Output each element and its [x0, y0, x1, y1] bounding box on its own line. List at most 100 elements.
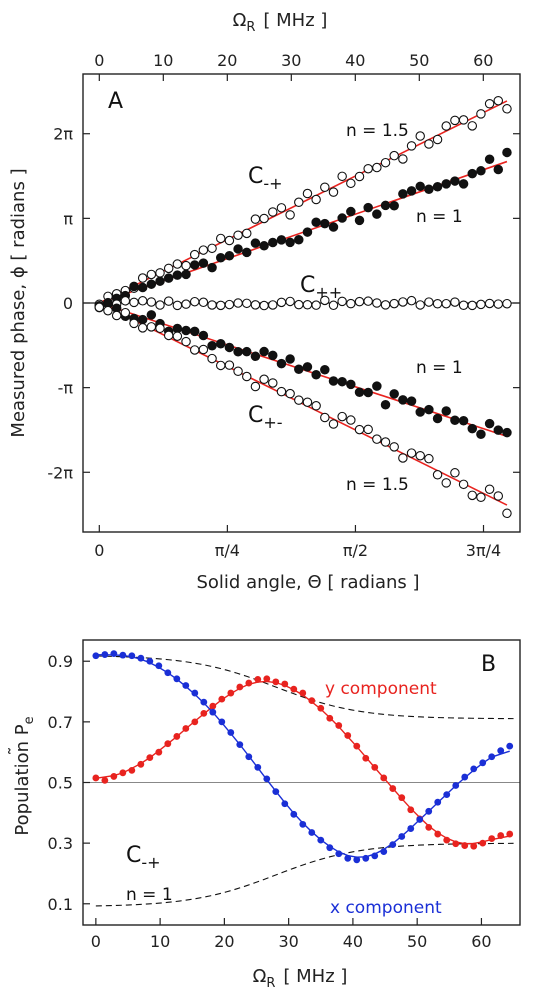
filled-data-point — [207, 341, 217, 351]
y-component-point — [398, 794, 406, 802]
y-component-point — [236, 683, 244, 691]
filled-data-point — [354, 215, 365, 226]
x-component-point — [308, 829, 316, 836]
panel-b-letter: B — [481, 652, 496, 677]
open-data-point — [146, 269, 157, 280]
open-data-point — [189, 249, 200, 260]
open-data-point — [484, 484, 495, 495]
filled-data-point — [476, 166, 486, 176]
filled-data-point — [181, 325, 191, 336]
open-data-point — [120, 307, 131, 318]
filled-data-point — [250, 238, 261, 248]
x-tick-label: 3π/4 — [466, 541, 501, 560]
x-tick-label: π/4 — [215, 541, 240, 560]
filled-data-point — [311, 217, 321, 227]
open-data-point — [250, 300, 261, 310]
label-x-component: x component — [330, 898, 442, 918]
open-data-point — [181, 260, 191, 271]
x-component-point — [299, 820, 307, 828]
filled-data-point — [259, 241, 269, 251]
panel-a-x-ticks: 0 π/4 π/2 3π/4 — [94, 525, 501, 560]
filled-data-point — [346, 379, 356, 390]
y-tick-label: 0.1 — [48, 895, 73, 914]
y-component-point — [200, 709, 208, 717]
panel-a-letter: A — [108, 89, 123, 114]
open-data-point — [146, 297, 157, 307]
y-component-point — [389, 785, 397, 792]
open-data-point — [285, 388, 295, 399]
open-data-point — [311, 300, 321, 310]
filled-data-point — [484, 418, 495, 429]
open-data-point — [363, 424, 373, 435]
y-component-point — [443, 836, 451, 844]
open-data-point — [458, 115, 469, 125]
open-data-point — [406, 141, 417, 151]
x-component-point — [92, 652, 100, 660]
y-component-point — [182, 725, 190, 732]
panel-b-x-axis-title: ΩR[ MHz ] — [253, 966, 348, 988]
open-data-point — [189, 296, 200, 307]
open-data-point — [467, 490, 478, 501]
y-tick-label: π — [63, 209, 73, 228]
filled-data-point — [250, 351, 261, 362]
open-data-point — [294, 395, 304, 405]
x-tick-label: 0 — [91, 932, 101, 951]
panel-b-x-ticks: 0 10 20 30 40 50 60 — [91, 918, 492, 951]
filled-data-point — [450, 415, 460, 426]
filled-data-point — [268, 237, 278, 248]
x-component-point — [371, 852, 379, 860]
open-data-point — [450, 297, 460, 307]
x-component-point — [353, 856, 361, 864]
open-data-point — [250, 214, 261, 224]
y-component-point — [461, 842, 469, 849]
panel-b-reference-lines — [83, 655, 520, 907]
y-component-point — [299, 689, 307, 697]
filled-data-point — [311, 369, 321, 380]
filled-data-point — [432, 413, 443, 424]
x-tick-label: 60 — [471, 932, 491, 951]
y-component-point — [245, 679, 253, 687]
open-data-point — [493, 95, 504, 106]
filled-data-point — [285, 354, 295, 364]
open-data-point — [137, 296, 148, 306]
filled-data-point — [198, 258, 209, 268]
open-data-point — [137, 323, 148, 333]
y-component-point — [317, 704, 325, 712]
x-component-point — [254, 763, 262, 771]
filled-data-point — [103, 297, 113, 308]
filled-data-point — [441, 179, 451, 189]
filled-data-point — [137, 314, 148, 325]
y-component-fit-line — [95, 680, 510, 845]
filled-data-point — [328, 222, 339, 232]
y-component-point — [92, 774, 100, 782]
label-n-upper-1: n = 1 — [416, 207, 463, 227]
open-data-point — [484, 298, 495, 309]
x-component-point — [344, 854, 352, 862]
filled-data-point — [354, 387, 365, 397]
open-data-point — [207, 300, 217, 310]
label-n-lower-1: n = 1 — [416, 358, 463, 378]
y-component-point — [173, 733, 181, 740]
y-component-point — [209, 702, 217, 710]
open-data-point — [302, 397, 313, 407]
x-component-point — [227, 729, 235, 736]
open-data-point — [259, 300, 269, 311]
filled-data-point — [207, 262, 217, 273]
x-component-point — [128, 652, 136, 660]
open-data-point — [172, 259, 183, 269]
filled-data-point — [424, 404, 434, 415]
y-component-point — [407, 806, 415, 814]
open-data-point — [389, 150, 399, 161]
filled-data-point — [302, 227, 313, 237]
open-data-point — [181, 336, 191, 347]
open-data-point — [476, 299, 486, 310]
label-n-equals-1-b: n = 1 — [126, 885, 173, 905]
filled-data-point — [215, 253, 226, 263]
filled-data-point — [415, 181, 425, 192]
open-data-point — [233, 366, 243, 377]
y-component-point — [497, 832, 505, 839]
x-component-point — [326, 844, 334, 852]
y-component-point — [506, 830, 514, 838]
x-component-point — [398, 833, 406, 840]
